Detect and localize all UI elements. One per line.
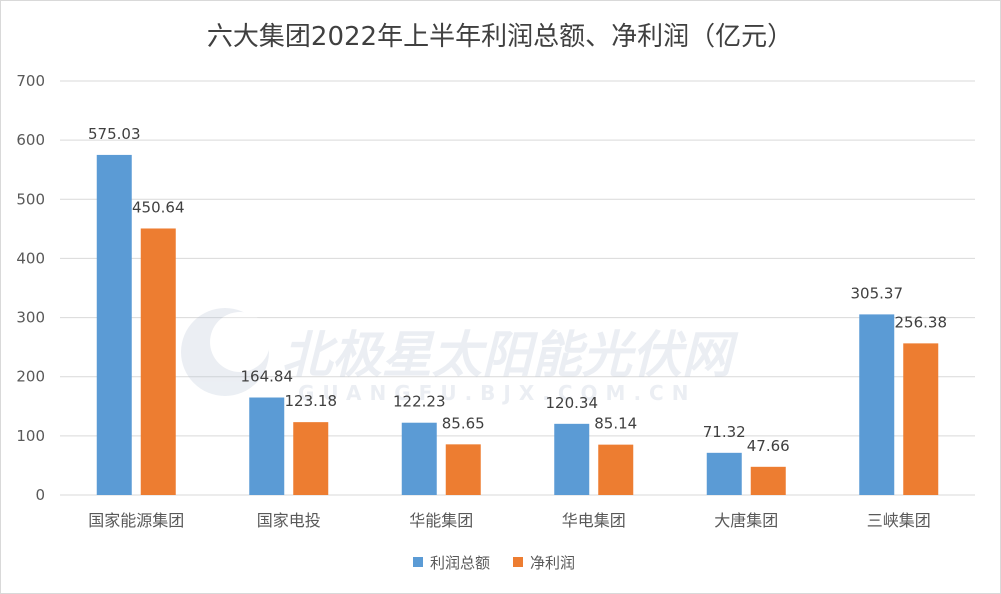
x-category-label: 国家电投 xyxy=(257,511,321,530)
data-label: 47.66 xyxy=(747,437,790,455)
x-category-label: 三峡集团 xyxy=(867,511,931,530)
data-label: 164.84 xyxy=(241,368,294,386)
data-label: 122.23 xyxy=(393,393,446,411)
watermark: 北极星太阳能光伏网 GUANGFU.BJX.COM.CN xyxy=(181,308,739,405)
bar-profit-total xyxy=(96,154,132,495)
bar-net-profit xyxy=(750,466,786,495)
y-axis-ticks: 0 100 200 300 400 500 600 700 xyxy=(16,72,45,504)
legend-swatch xyxy=(413,557,423,567)
data-label: 256.38 xyxy=(895,313,948,331)
y-tick-label: 700 xyxy=(16,72,45,90)
legend-label: 利润总额 xyxy=(430,554,490,572)
bar-net-profit xyxy=(598,444,634,495)
bar-net-profit xyxy=(140,228,176,495)
grid-lines xyxy=(60,80,975,496)
bar-profit-total xyxy=(554,423,590,495)
bar-net-profit xyxy=(445,444,481,495)
data-label: 123.18 xyxy=(285,392,338,410)
data-label: 305.37 xyxy=(851,284,904,302)
y-tick-label: 100 xyxy=(16,427,45,445)
data-label: 450.64 xyxy=(132,198,185,216)
watermark-logo-icon xyxy=(181,308,269,396)
legend-label: 净利润 xyxy=(530,554,575,572)
y-tick-label: 0 xyxy=(35,486,45,504)
bar-profit-total xyxy=(706,452,742,495)
y-tick-label: 300 xyxy=(16,309,45,327)
watermark-main-text: 北极星太阳能光伏网 xyxy=(282,326,739,384)
data-label: 120.34 xyxy=(546,394,599,412)
x-category-label: 大唐集团 xyxy=(714,511,778,530)
bar-profit-total xyxy=(401,422,437,495)
data-labels: 575.03 450.64 164.84 123.18 122.23 85.65 120.3… xyxy=(88,125,947,455)
bar-net-profit xyxy=(293,422,329,495)
x-category-label: 华电集团 xyxy=(562,511,626,530)
watermark-logo-inner-icon xyxy=(210,312,270,372)
data-label: 85.14 xyxy=(594,415,637,433)
watermark-sub-text: GUANGFU.BJX.COM.CN xyxy=(298,381,696,405)
data-label: 85.65 xyxy=(442,414,485,432)
chart-title: 六大集团2022年上半年利润总额、净利润（亿元） xyxy=(207,22,793,52)
bars xyxy=(96,154,939,495)
bar-profit-total xyxy=(859,314,895,495)
y-tick-label: 200 xyxy=(16,368,45,386)
x-category-label: 国家能源集团 xyxy=(88,511,184,530)
legend-swatch xyxy=(513,557,523,567)
legend: 利润总额 净利润 xyxy=(413,554,575,572)
bar-profit-total xyxy=(249,397,285,495)
x-axis-categories: 国家能源集团 国家电投 华能集团 华电集团 大唐集团 三峡集团 xyxy=(88,511,931,530)
y-tick-label: 500 xyxy=(16,190,45,208)
data-label: 71.32 xyxy=(703,423,746,441)
bar-net-profit xyxy=(903,343,939,495)
x-category-label: 华能集团 xyxy=(409,511,473,530)
y-tick-label: 600 xyxy=(16,131,45,149)
y-tick-label: 400 xyxy=(16,249,45,267)
data-label: 575.03 xyxy=(88,125,141,143)
